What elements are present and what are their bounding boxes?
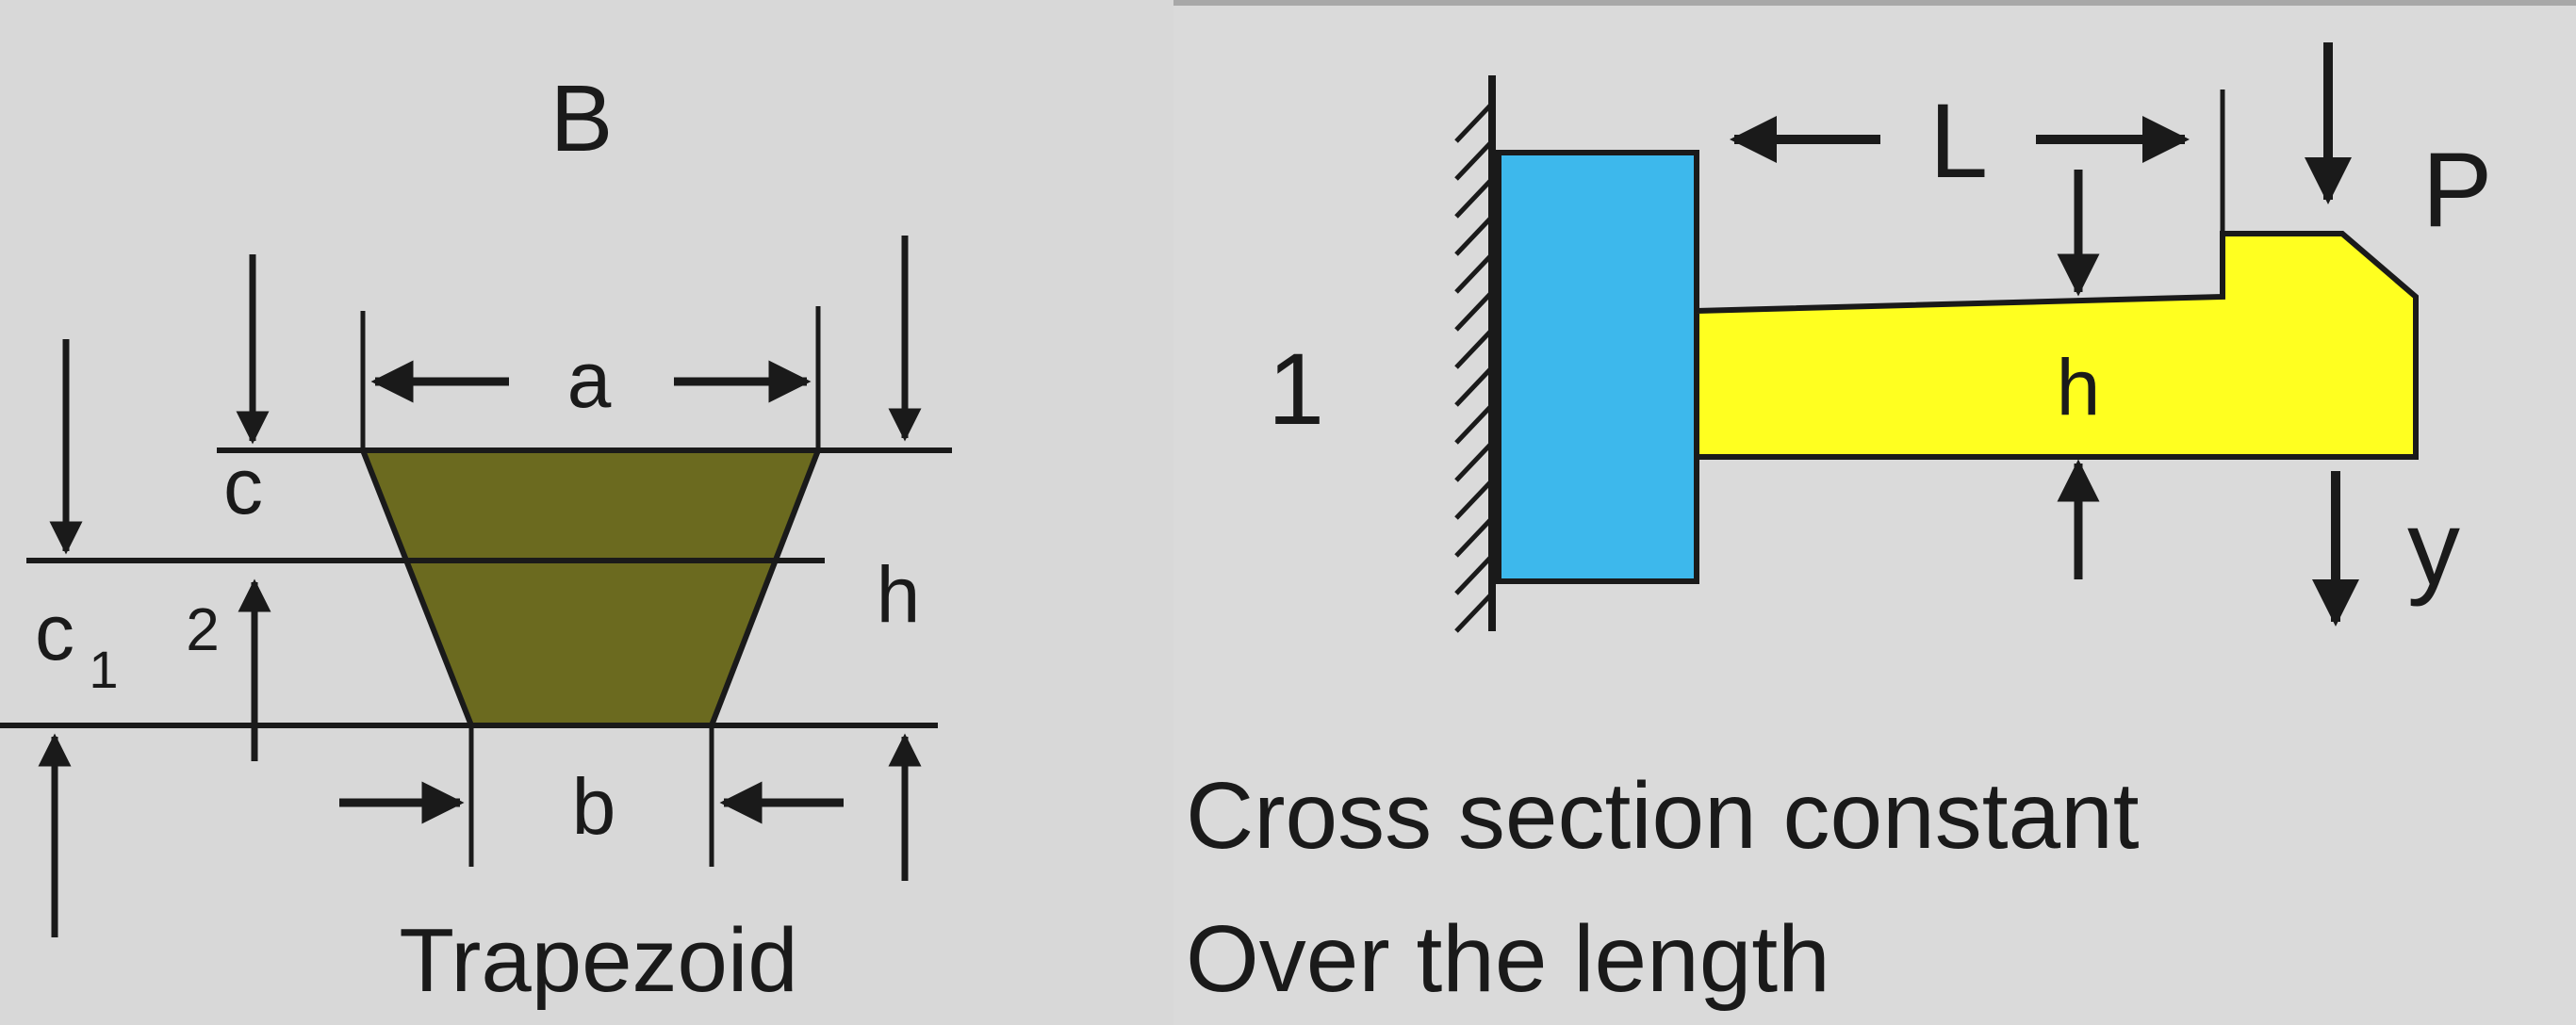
c1-label: c xyxy=(35,588,74,676)
L-label: L xyxy=(1929,82,1988,200)
right-panel-background xyxy=(1173,0,2576,1025)
trapezoid-caption: Trapezoid xyxy=(399,910,797,1011)
b-label: b xyxy=(572,762,616,851)
a-label: a xyxy=(567,335,612,424)
c1-subscript: 1 xyxy=(89,640,118,699)
beam-caption-line2: Over the length xyxy=(1186,906,1830,1012)
y-label: y xyxy=(2407,489,2460,607)
support-block xyxy=(1496,150,1699,584)
beam-h-label: h xyxy=(2057,343,2101,431)
beam-panel: 1 L P xyxy=(1186,42,2492,1012)
trapezoid-shape xyxy=(358,447,823,728)
beam-caption-line1: Cross section constant xyxy=(1186,763,2140,869)
case-number: 1 xyxy=(1268,332,1324,446)
wall-hatch-icon xyxy=(1454,102,1494,633)
trapezoid-title: B xyxy=(550,66,614,171)
c-label: c xyxy=(223,442,263,530)
trapezoid-panel: B a b c c 1 2 h Trapezoi xyxy=(0,66,952,1011)
h-label: h xyxy=(877,550,921,639)
beam-shape xyxy=(1694,231,2419,460)
P-label: P xyxy=(2422,131,2493,249)
axis-2-label: 2 xyxy=(186,595,220,663)
